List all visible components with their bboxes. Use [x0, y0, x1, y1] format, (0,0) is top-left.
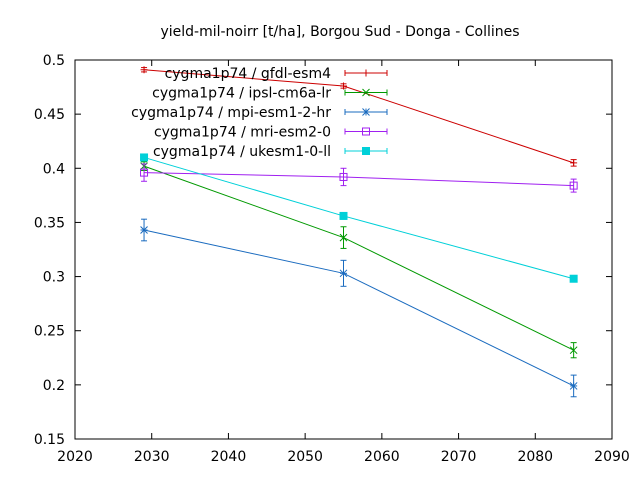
series	[140, 163, 578, 193]
y-tick-label: 0.25	[34, 324, 65, 340]
y-tick-label: 0.2	[43, 378, 65, 394]
axes: 2020 2030 2040 2050 2060 2070 2080 2090 0.15 0.2 0…	[34, 53, 630, 465]
x-tick-label: 2080	[517, 449, 553, 465]
data-point	[140, 226, 148, 234]
series-line	[143, 156, 574, 280]
data-point	[339, 233, 348, 242]
data-point	[340, 82, 347, 90]
data-point	[362, 88, 370, 97]
series	[140, 218, 578, 398]
x-tick-label: 2070	[441, 449, 477, 465]
series-layer	[140, 66, 578, 398]
data-point	[569, 274, 578, 283]
data-point	[362, 127, 370, 136]
data-point	[362, 69, 370, 77]
legend-entry: cygma1p74 / mri-esm2-0	[154, 125, 388, 141]
error-bar	[141, 163, 148, 182]
series	[140, 153, 578, 283]
data-point	[569, 382, 578, 390]
data-point	[569, 181, 578, 190]
x-tick-label: 2030	[134, 449, 170, 465]
data-point	[362, 147, 370, 155]
plot-frame	[74, 59, 613, 440]
data-point	[140, 153, 149, 162]
legend-entry: cygma1p74 / ipsl-cm6a-lr	[152, 86, 388, 102]
legend-entry: cygma1p74 / gfdl-esm4	[165, 66, 388, 82]
y-tick-label: 0.35	[34, 215, 65, 231]
series	[140, 161, 578, 359]
chart-title: yield-mil-noirr [t/ha], Borgou Sud - Don…	[160, 24, 519, 40]
x-tick-label: 2040	[211, 449, 247, 465]
data-point	[339, 172, 348, 181]
data-point	[569, 346, 578, 355]
y-tick-label: 0.4	[43, 161, 65, 177]
data-point	[339, 269, 348, 278]
x-tick-label: 2060	[364, 449, 400, 465]
legend-label: cygma1p74 / mri-esm2-0	[154, 125, 331, 141]
y-tick-label: 0.15	[34, 432, 65, 448]
y-tick-label: 0.3	[43, 270, 65, 286]
legend-entry: cygma1p74 / ukesm1-0-ll	[153, 144, 388, 160]
series-line	[143, 165, 574, 351]
series-line	[143, 229, 574, 387]
y-tick-label: 0.45	[34, 107, 65, 123]
data-point	[570, 159, 578, 167]
data-point	[140, 66, 148, 74]
data-point	[339, 211, 348, 220]
legend-label: cygma1p74 / ukesm1-0-ll	[153, 144, 331, 160]
legend-entry: cygma1p74 / mpi-esm1-2-hr	[131, 105, 388, 121]
data-point	[362, 108, 370, 116]
x-tick-label: 2050	[287, 449, 323, 465]
error-bar	[570, 178, 577, 193]
error-bar	[340, 167, 347, 187]
legend-label: cygma1p74 / gfdl-esm4	[165, 66, 332, 82]
legend: cygma1p74 / gfdl-esm4 cygma1p74 / ipsl-cm…	[131, 66, 388, 160]
series-line	[144, 172, 574, 187]
series	[140, 66, 578, 167]
legend-label: cygma1p74 / ipsl-cm6a-lr	[152, 86, 331, 102]
x-tick-label: 2090	[594, 449, 630, 465]
legend-label: cygma1p74 / mpi-esm1-2-hr	[131, 105, 331, 121]
data-point	[140, 168, 149, 177]
y-tick-label: 0.5	[43, 53, 65, 69]
x-tick-label: 2020	[57, 449, 93, 465]
